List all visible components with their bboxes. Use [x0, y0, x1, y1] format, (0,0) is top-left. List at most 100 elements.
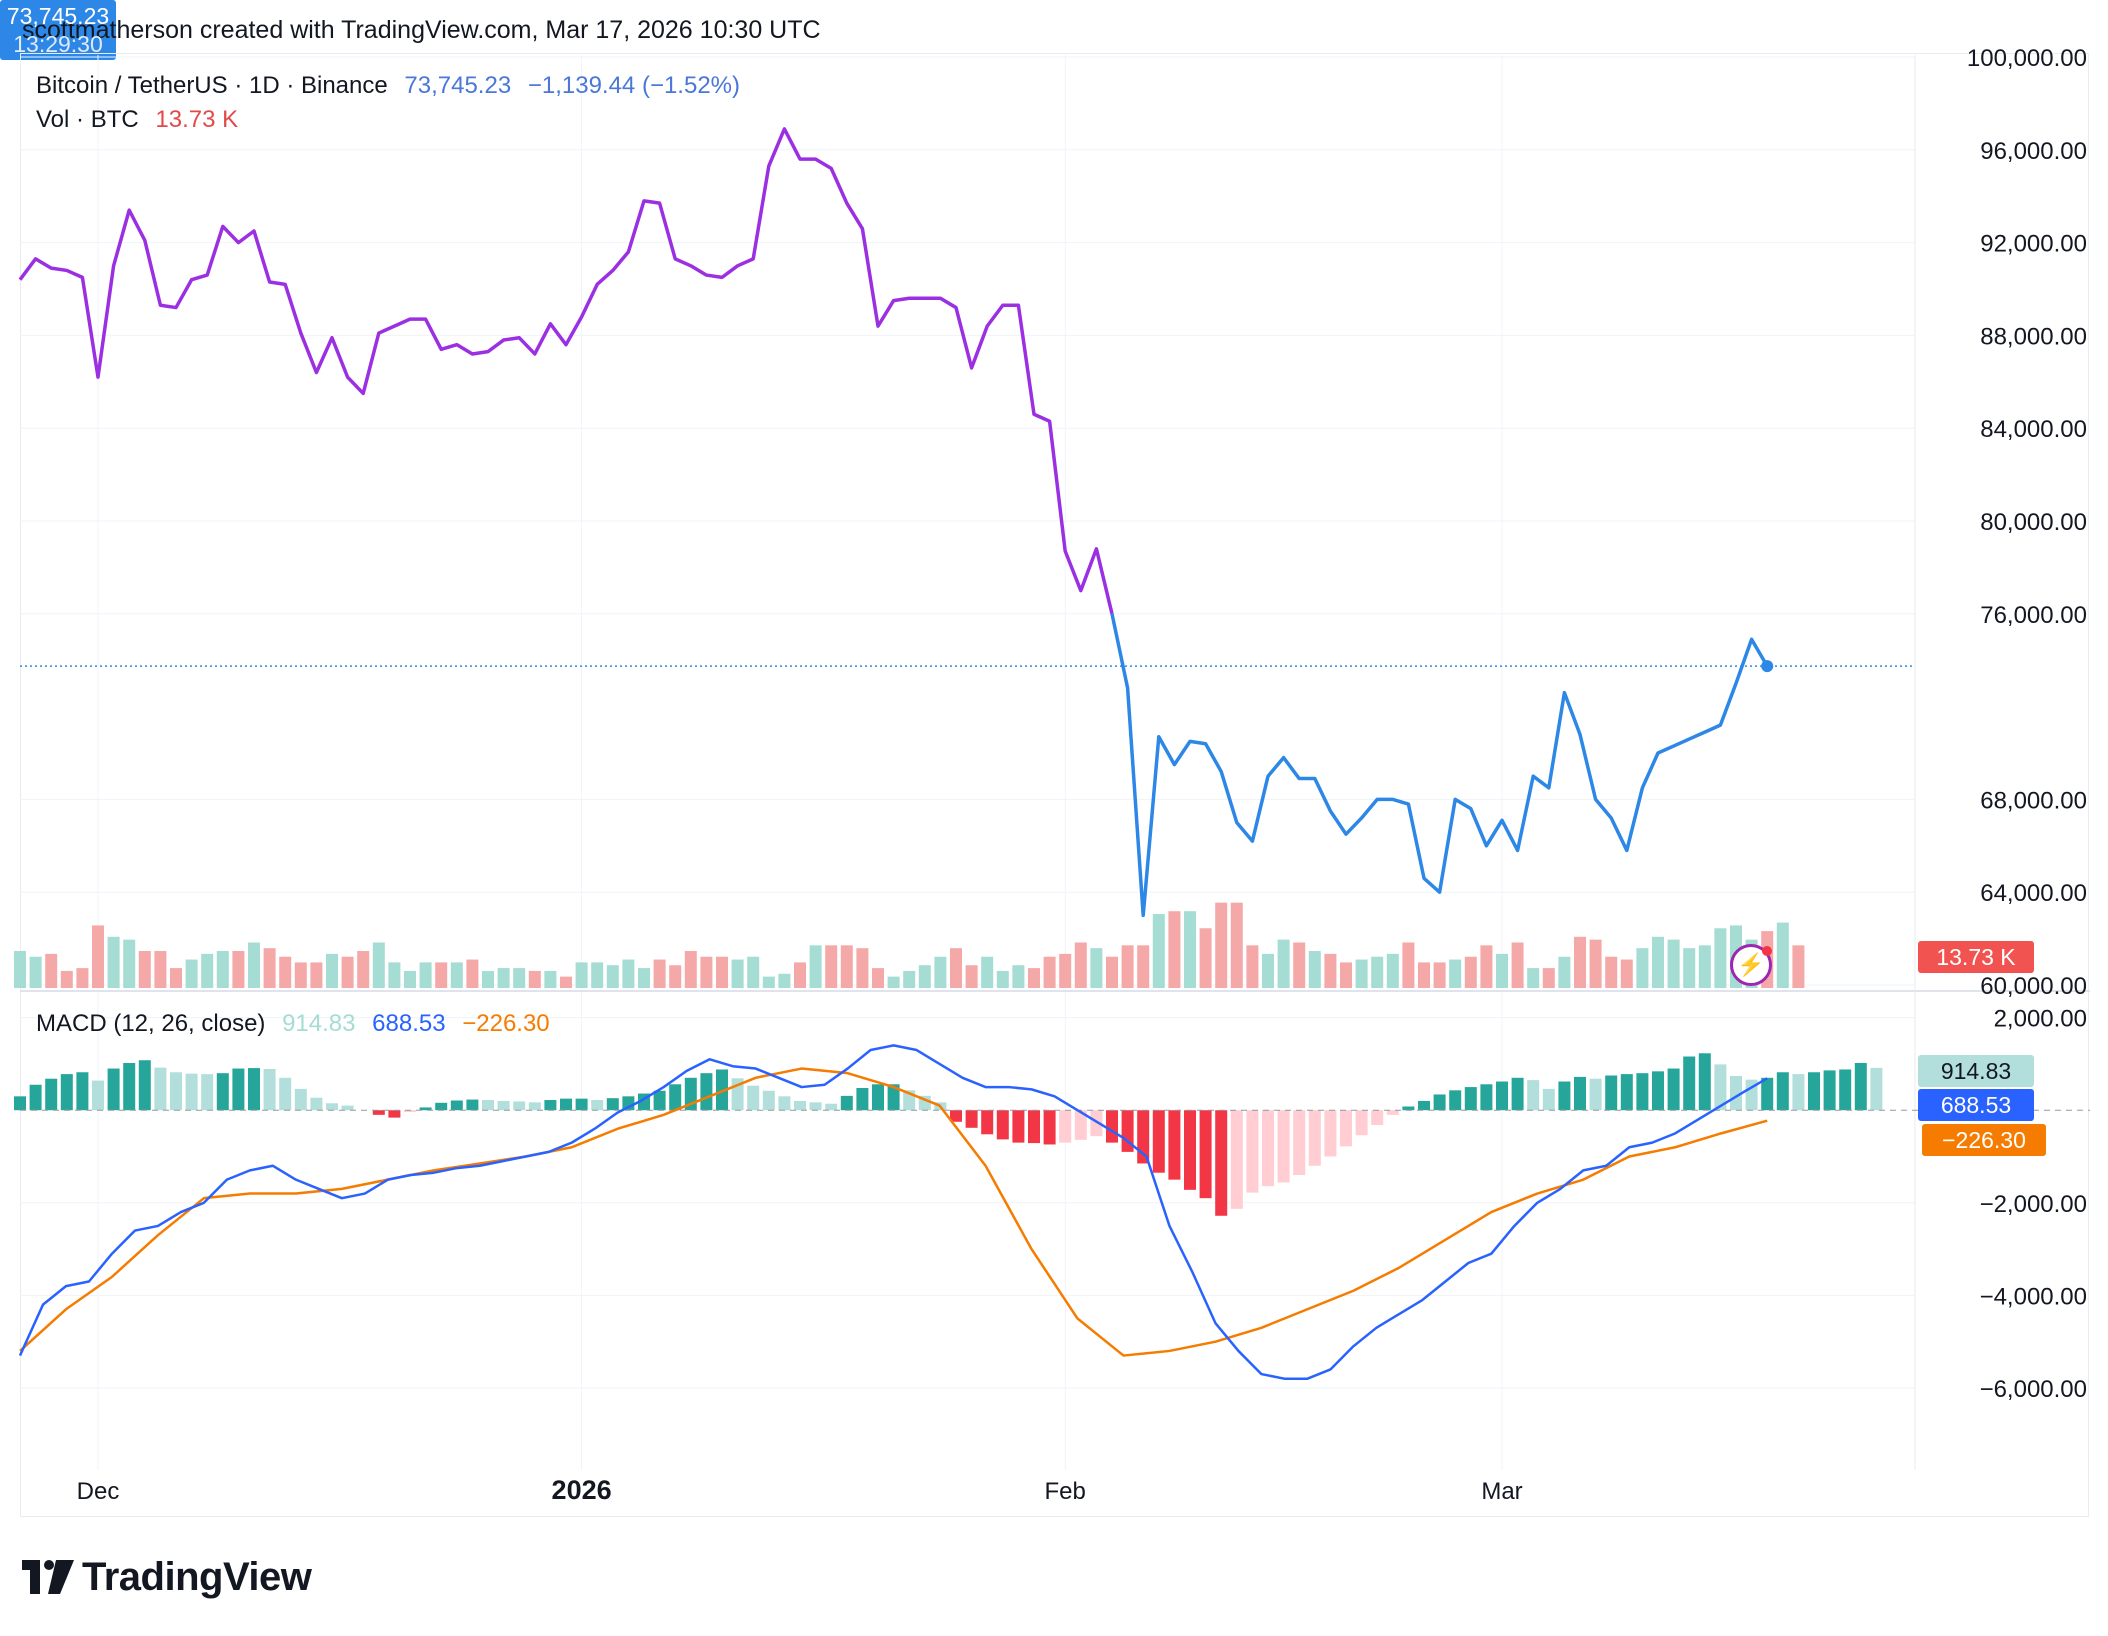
macd-histogram-bar	[778, 1096, 791, 1111]
volume-bar	[606, 965, 619, 988]
tradingview-logo[interactable]: TradingView	[22, 1552, 312, 1602]
macd-histogram-bar	[497, 1100, 510, 1111]
chart-credit: scottmatherson created with TradingView.…	[22, 16, 821, 44]
volume-bar	[1012, 965, 1025, 988]
volume-bar	[232, 951, 245, 988]
macd-histogram-bar	[1121, 1110, 1134, 1152]
macd-histogram-bar	[1293, 1110, 1306, 1176]
volume-bar	[1137, 945, 1150, 988]
macd-histogram-bar	[544, 1100, 557, 1111]
volume-bar	[840, 945, 853, 988]
macd-histogram-bar	[279, 1077, 292, 1111]
volume-bar	[45, 953, 58, 988]
volume-bar	[950, 948, 962, 988]
volume-bar	[1449, 959, 1462, 988]
macd-histogram-bar	[1730, 1075, 1742, 1111]
macd-histogram-bar	[1542, 1088, 1555, 1111]
chart-frame[interactable]	[20, 53, 2089, 1517]
volume-bar	[872, 968, 884, 988]
macd-legend[interactable]: MACD (12, 26, close) 914.83 688.53 −226.…	[36, 1010, 550, 1038]
volume-bar	[513, 968, 526, 988]
macd-histogram-bar	[794, 1100, 806, 1111]
macd-histogram-bar	[29, 1084, 42, 1111]
macd-histogram-bar	[575, 1098, 588, 1111]
macd-histogram-bar	[1168, 1110, 1181, 1180]
volume-bar	[170, 968, 182, 988]
volume-bar	[216, 951, 229, 988]
macd-histogram-bar	[809, 1102, 822, 1111]
volume-bar	[1667, 939, 1680, 988]
macd-histogram-bar	[263, 1069, 276, 1111]
volume-bar	[1308, 951, 1321, 988]
macd-histogram-bar	[1371, 1110, 1384, 1126]
macd-signal-value: −226.30	[462, 1010, 550, 1037]
volume-bar	[1652, 936, 1664, 988]
macd-histogram-bar	[76, 1072, 89, 1111]
volume-bar	[653, 959, 666, 988]
volume-bar	[60, 970, 73, 988]
volume-bar	[1074, 942, 1087, 988]
price-legend[interactable]: Bitcoin / TetherUS · 1D · Binance 73,745…	[36, 72, 740, 100]
macd-histogram-bar	[482, 1100, 494, 1111]
volume-bar	[341, 956, 354, 988]
last-price-dot	[1761, 660, 1774, 673]
volume-bar	[357, 951, 370, 988]
macd-histogram-bar	[1028, 1110, 1040, 1144]
macd-hist-value: 914.83	[282, 1010, 356, 1037]
macd-histogram-bar	[1402, 1106, 1415, 1111]
volume-bar	[716, 956, 728, 988]
price-axis-tick-label: 96,000.00	[1980, 138, 2087, 165]
volume-bar	[1386, 953, 1399, 988]
macd-histogram-bar	[1527, 1080, 1540, 1111]
volume-bar	[809, 945, 822, 988]
macd-histogram-bar	[872, 1084, 884, 1111]
notification-dot	[1762, 946, 1772, 956]
macd-histogram-bar	[1589, 1078, 1602, 1111]
volume-label: Vol · BTC	[36, 106, 139, 133]
macd-label: MACD (12, 26, close)	[36, 1010, 266, 1037]
macd-histogram-bar	[996, 1110, 1009, 1140]
macd-histogram-bar	[653, 1090, 666, 1111]
macd-histogram-bar	[1074, 1110, 1087, 1140]
volume-bar	[684, 951, 697, 988]
volume-bar	[279, 956, 292, 988]
volume-legend[interactable]: Vol · BTC 13.73 K	[36, 106, 238, 134]
macd-signal-badge: −226.30	[1922, 1124, 2046, 1156]
macd-histogram-bar	[154, 1067, 167, 1111]
macd-histogram-bar	[404, 1110, 416, 1113]
volume-bar	[326, 953, 338, 988]
volume-bar	[1683, 948, 1696, 988]
volume-bar	[497, 968, 510, 988]
macd-histogram-bar	[528, 1102, 541, 1111]
macd-histogram-bar	[1480, 1084, 1493, 1111]
volume-bar	[1480, 945, 1493, 988]
macd-histogram-bar	[887, 1084, 900, 1111]
volume-bar	[794, 962, 806, 988]
macd-histogram-bar	[747, 1085, 760, 1111]
macd-histogram-bar	[1839, 1069, 1852, 1111]
volume-bar	[996, 970, 1009, 988]
last-price-badge: 73,745.23 13:29:30	[0, 0, 116, 60]
volume-bar	[1792, 945, 1805, 988]
macd-histogram-bar	[232, 1068, 245, 1111]
macd-histogram-bar	[513, 1101, 526, 1111]
volume-bar	[1293, 942, 1306, 988]
macd-histogram-bar	[1324, 1110, 1337, 1157]
volume-bar	[887, 976, 900, 988]
volume-bar	[154, 951, 167, 988]
macd-histogram-bar	[825, 1103, 838, 1111]
volume-bar	[1589, 939, 1602, 988]
macd-histogram-bar	[1184, 1110, 1196, 1190]
volume-bar	[1574, 936, 1586, 988]
volume-bar	[76, 968, 89, 988]
volume-bar	[700, 956, 713, 988]
macd-line-badge: 688.53	[1918, 1089, 2034, 1121]
macd-histogram-bar	[856, 1087, 869, 1111]
volume-bar	[778, 973, 791, 988]
volume-bar	[1184, 911, 1196, 988]
macd-histogram-bar	[14, 1096, 26, 1111]
macd-histogram-bar	[294, 1088, 307, 1111]
macd-histogram-bar	[700, 1073, 713, 1111]
price-axis-tick-label: 100,000.00	[1967, 45, 2087, 72]
